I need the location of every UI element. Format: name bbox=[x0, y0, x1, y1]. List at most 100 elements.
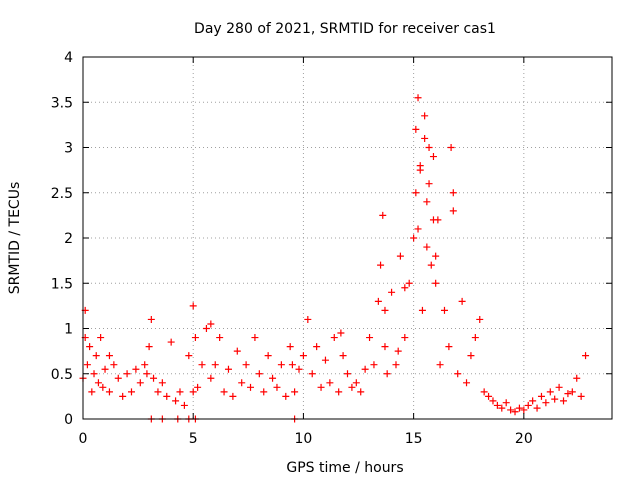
data-point bbox=[269, 374, 277, 382]
data-point bbox=[136, 379, 144, 387]
data-point bbox=[515, 404, 523, 412]
data-point bbox=[242, 361, 250, 369]
data-point bbox=[381, 306, 389, 314]
plot-frame bbox=[82, 56, 613, 420]
data-point bbox=[172, 397, 180, 405]
data-point bbox=[577, 392, 585, 400]
data-point bbox=[119, 392, 127, 400]
y-tick-label: 2.5 bbox=[51, 186, 73, 202]
data-point bbox=[361, 365, 369, 373]
data-point bbox=[94, 379, 102, 387]
data-point bbox=[143, 370, 151, 378]
y-tick-label: 4 bbox=[64, 50, 73, 66]
data-point bbox=[467, 352, 475, 360]
x-tick-label: 20 bbox=[515, 431, 533, 447]
data-point bbox=[317, 383, 325, 391]
data-point bbox=[537, 392, 545, 400]
data-point bbox=[147, 315, 155, 323]
data-point bbox=[425, 180, 433, 188]
data-point bbox=[421, 112, 429, 120]
data-point bbox=[471, 334, 479, 342]
y-tick-label: 1.5 bbox=[51, 276, 73, 292]
data-point bbox=[220, 388, 228, 396]
data-point bbox=[97, 334, 105, 342]
y-tick-label: 3.5 bbox=[51, 95, 73, 111]
data-point bbox=[163, 392, 171, 400]
data-point bbox=[291, 388, 299, 396]
data-point bbox=[308, 370, 316, 378]
data-point bbox=[299, 352, 307, 360]
data-point bbox=[454, 370, 462, 378]
data-point bbox=[337, 329, 345, 337]
chart-title: Day 280 of 2021, SRMTID for receiver cas… bbox=[194, 21, 496, 37]
data-point bbox=[224, 365, 232, 373]
data-point bbox=[511, 408, 519, 416]
x-tick-label: 10 bbox=[295, 431, 313, 447]
data-point bbox=[546, 388, 554, 396]
data-point bbox=[412, 125, 420, 133]
data-point bbox=[348, 383, 356, 391]
y-tick-label: 2 bbox=[64, 231, 73, 247]
data-point bbox=[449, 207, 457, 215]
data-point bbox=[434, 216, 442, 224]
data-point bbox=[381, 343, 389, 351]
data-point bbox=[374, 297, 382, 305]
data-point bbox=[273, 383, 281, 391]
data-point bbox=[573, 374, 581, 382]
data-point bbox=[414, 94, 422, 102]
data-point bbox=[189, 388, 197, 396]
data-point bbox=[366, 334, 374, 342]
y-tick-label: 1 bbox=[64, 322, 73, 338]
data-point bbox=[167, 338, 175, 346]
data-point bbox=[396, 252, 404, 260]
data-point bbox=[247, 383, 255, 391]
data-point bbox=[476, 315, 484, 323]
data-point bbox=[520, 406, 528, 414]
data-point bbox=[158, 379, 166, 387]
data-point bbox=[401, 334, 409, 342]
y-axis-label: SRMTID / TECUs bbox=[7, 182, 23, 295]
data-point bbox=[211, 361, 219, 369]
data-point bbox=[432, 252, 440, 260]
y-tick-label: 0 bbox=[64, 412, 73, 428]
data-point bbox=[533, 404, 541, 412]
y-tick-label: 0.5 bbox=[51, 367, 73, 383]
data-point bbox=[551, 395, 559, 403]
y-tick-label: 3 bbox=[64, 141, 73, 157]
data-point bbox=[421, 134, 429, 142]
data-point bbox=[418, 306, 426, 314]
data-point bbox=[564, 390, 572, 398]
data-point bbox=[191, 334, 199, 342]
data-point bbox=[198, 361, 206, 369]
x-tick-label: 5 bbox=[189, 431, 198, 447]
data-point bbox=[86, 343, 94, 351]
data-point bbox=[414, 225, 422, 233]
data-point bbox=[304, 315, 312, 323]
data-point bbox=[568, 388, 576, 396]
data-point bbox=[445, 343, 453, 351]
data-point bbox=[370, 361, 378, 369]
x-axis-label: GPS time / hours bbox=[286, 460, 403, 476]
data-point bbox=[560, 397, 568, 405]
data-point bbox=[132, 365, 140, 373]
data-point bbox=[90, 370, 98, 378]
data-point bbox=[277, 361, 285, 369]
data-point bbox=[524, 401, 532, 409]
data-point bbox=[114, 374, 122, 382]
data-point bbox=[388, 288, 396, 296]
data-point bbox=[485, 392, 493, 400]
data-point bbox=[233, 347, 241, 355]
data-point bbox=[260, 388, 268, 396]
x-tick-label: 0 bbox=[79, 431, 88, 447]
data-point bbox=[326, 379, 334, 387]
data-point bbox=[463, 379, 471, 387]
data-point bbox=[123, 370, 131, 378]
data-point bbox=[425, 144, 433, 151]
data-point bbox=[377, 261, 385, 269]
data-point bbox=[423, 198, 431, 206]
data-point bbox=[416, 166, 424, 174]
data-point bbox=[101, 365, 109, 373]
data-point bbox=[321, 356, 329, 364]
data-point bbox=[394, 347, 402, 355]
